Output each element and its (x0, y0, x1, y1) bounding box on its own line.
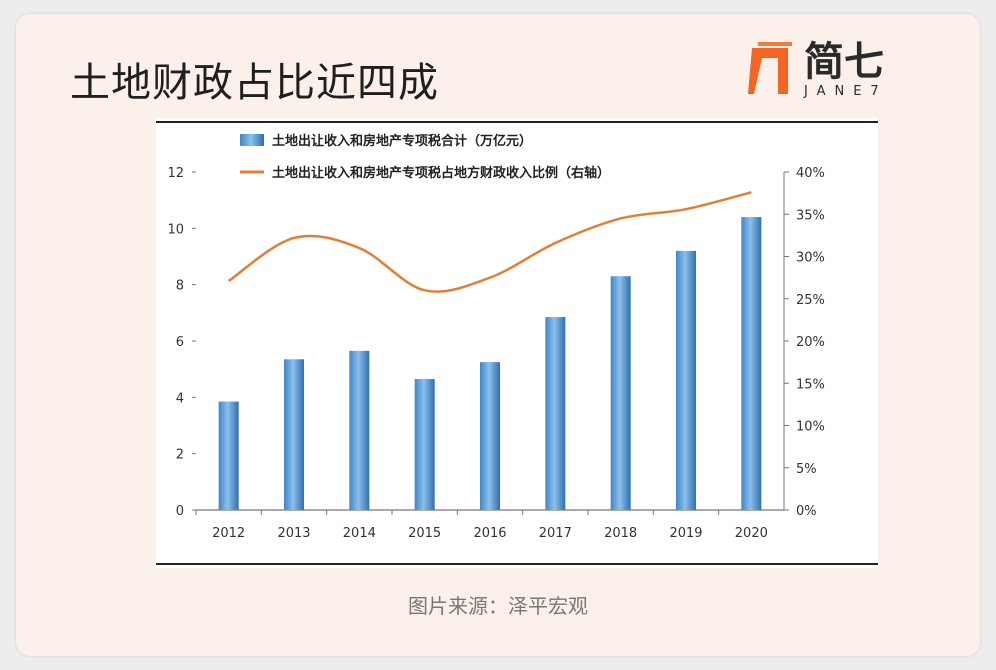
x-tick-label: 2014 (343, 526, 376, 541)
x-tick-label: 2019 (669, 526, 702, 541)
legend-line-label: 土地出让收入和房地产专项税占地方财政收入比例（右轴） (272, 165, 610, 181)
brand-logo: 简七 JANE7 (748, 38, 918, 102)
left-tick-label: 12 (167, 166, 184, 181)
bar-2020 (741, 217, 762, 511)
ratio-line (227, 191, 752, 293)
bar-2016 (480, 362, 500, 510)
legend-bar-swatch (240, 134, 264, 146)
left-tick-label: 6 (176, 335, 184, 350)
bars (218, 217, 762, 511)
legend: 土地出让收入和房地产专项税合计（万亿元） 土地出让收入和房地产专项税占地方财政收… (240, 133, 610, 181)
bar-2012 (218, 401, 239, 510)
left-tick-label: 10 (167, 222, 184, 237)
left-tick-label: 0 (176, 504, 184, 519)
right-tick-label: 5% (796, 462, 817, 477)
x-tick-label: 2013 (277, 526, 310, 541)
legend-bar-label: 土地出让收入和房地产专项税合计（万亿元） (272, 133, 532, 149)
left-tick-label: 8 (176, 279, 184, 294)
image-source: 图片来源：泽平宏观 (408, 594, 588, 618)
right-tick-label: 40% (796, 166, 825, 181)
bar-2015 (414, 379, 435, 510)
logo-text: 简七 (804, 39, 884, 85)
bar-2013 (284, 359, 304, 510)
right-tick-label: 0% (796, 504, 817, 519)
x-tick-label: 2018 (604, 526, 637, 541)
bar-2014 (349, 350, 370, 510)
axes: 0 2 4 6 8 10 12 0% 5% 10% 15% 20% 25% 30% 35% 40% 2012 20… (167, 166, 824, 541)
left-tick-label: 4 (176, 391, 184, 406)
right-tick-label: 10% (796, 420, 825, 435)
right-tick-label: 20% (796, 335, 825, 350)
bar-2018 (610, 276, 631, 510)
chart-area: 土地出让收入和房地产专项税合计（万亿元） 土地出让收入和房地产专项税占地方财政收… (156, 118, 878, 568)
right-tick-label: 25% (796, 293, 825, 308)
logo-mark-icon (748, 42, 792, 94)
x-tick-label: 2015 (408, 526, 441, 541)
x-tick-label: 2016 (473, 526, 506, 541)
logo-subtext: JANE7 (804, 84, 888, 99)
page-title: 土地财政占比近四成 (70, 60, 439, 106)
bar-2017 (545, 317, 566, 510)
right-tick-label: 30% (796, 251, 825, 266)
bar-2019 (676, 250, 696, 510)
combo-chart: 土地出让收入和房地产专项税合计（万亿元） 土地出让收入和房地产专项税占地方财政收… (156, 121, 878, 565)
right-tick-label: 35% (796, 208, 825, 223)
x-tick-label: 2020 (735, 526, 768, 541)
right-tick-label: 15% (796, 377, 825, 392)
ratio-line-path (227, 191, 752, 293)
x-tick-label: 2012 (212, 526, 245, 541)
left-tick-label: 2 (176, 448, 184, 463)
x-tick-label: 2017 (539, 526, 572, 541)
